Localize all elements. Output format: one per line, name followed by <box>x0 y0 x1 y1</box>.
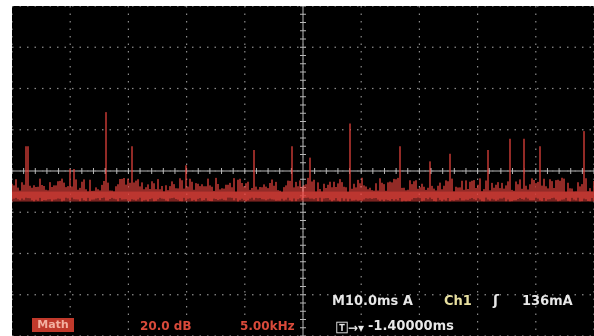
rising-edge-icon: ʃ <box>493 293 499 309</box>
fft-trace <box>12 112 594 202</box>
timebase-value: M10.0ms <box>332 294 399 309</box>
timebase-readout: M10.0ms A <box>332 294 413 309</box>
trigger-mode: A <box>402 294 413 309</box>
math-scale: 20.0 dB <box>140 319 192 333</box>
oscilloscope-screen: M10.0ms A Ch1 ʃ 136mA Math 20.0 dB 5.00k… <box>12 6 594 336</box>
trigger-level: 136mA <box>522 294 573 309</box>
noise-floor-band <box>12 191 594 202</box>
spectrum-display <box>12 6 594 336</box>
math-badge: Math <box>32 318 74 332</box>
trigger-source: Ch1 <box>444 294 472 309</box>
graticule-grid <box>12 6 594 336</box>
math-span: 5.00kHz <box>240 319 295 333</box>
trigger-position: -1.40000ms <box>368 319 454 334</box>
trigger-position-icon: 🅃→▾ <box>336 321 365 335</box>
